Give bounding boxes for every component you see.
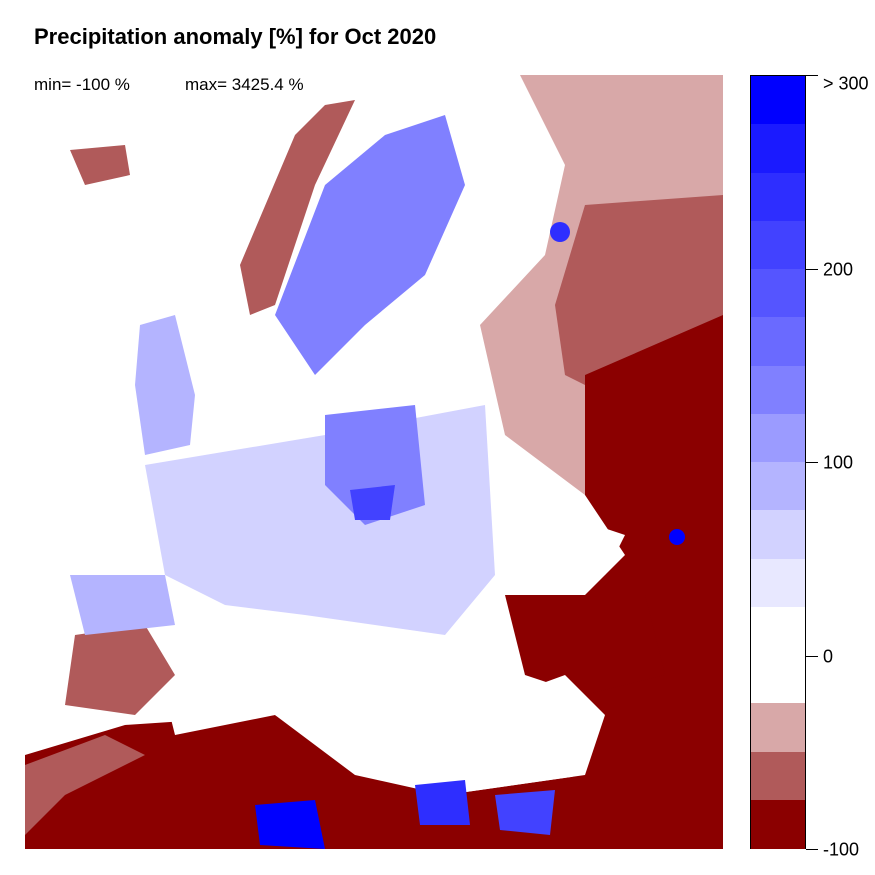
region-libya-wet xyxy=(255,800,325,849)
max-value: max= 3425.4 % xyxy=(185,75,304,95)
legend-tick xyxy=(806,462,818,463)
legend-bin xyxy=(751,510,805,559)
region-egypt-wet xyxy=(415,780,470,825)
legend-tick xyxy=(806,75,818,76)
legend-bin xyxy=(751,751,805,801)
region-scandinavia-wet xyxy=(275,115,465,375)
legend-label-min: -100 xyxy=(823,839,860,860)
region-central-europe-strong xyxy=(350,485,395,520)
legend-label-100: 100 xyxy=(823,452,854,473)
legend-bin xyxy=(751,799,805,849)
region-egypt-wet-2 xyxy=(495,790,555,835)
legend-bin xyxy=(751,269,805,318)
legend-bin xyxy=(751,655,805,704)
legend-bin xyxy=(751,606,805,656)
legend-bin xyxy=(751,703,805,752)
region-norway-dry xyxy=(240,100,355,315)
legend-bin xyxy=(751,76,805,125)
legend-bin xyxy=(751,365,805,415)
region-mediterranean xyxy=(165,635,605,795)
legend-tick xyxy=(806,656,818,657)
region-russia-wet-spot xyxy=(550,222,570,242)
region-central-europe-wet xyxy=(325,405,425,525)
page-title: Precipitation anomaly [%] for Oct 2020 xyxy=(34,24,437,49)
legend-bin xyxy=(751,220,805,270)
legend-label-max: > 300 xyxy=(823,73,869,94)
region-iberia-dry xyxy=(65,625,175,715)
region-black-sea xyxy=(495,515,625,585)
legend-tick xyxy=(806,269,818,270)
legend-tick xyxy=(806,849,818,850)
legend-bin xyxy=(751,124,805,173)
region-iberia-wet xyxy=(70,575,175,635)
min-value: min= -100 % xyxy=(34,75,130,95)
region-turkey-dry xyxy=(505,595,665,695)
legend-label-200: 200 xyxy=(823,259,854,280)
legend-label-0: 0 xyxy=(823,646,834,667)
region-caucasus-wet-spot xyxy=(669,529,685,545)
precipitation-anomaly-map xyxy=(25,75,723,849)
legend-bin xyxy=(751,172,805,222)
legend-bin xyxy=(751,317,805,366)
region-british-isles xyxy=(135,315,195,455)
legend-bin xyxy=(751,558,805,608)
legend-bin xyxy=(751,413,805,463)
region-iceland xyxy=(70,145,130,185)
region-north-africa-mid xyxy=(25,735,145,835)
color-legend xyxy=(750,75,806,849)
legend-bin xyxy=(751,462,805,511)
